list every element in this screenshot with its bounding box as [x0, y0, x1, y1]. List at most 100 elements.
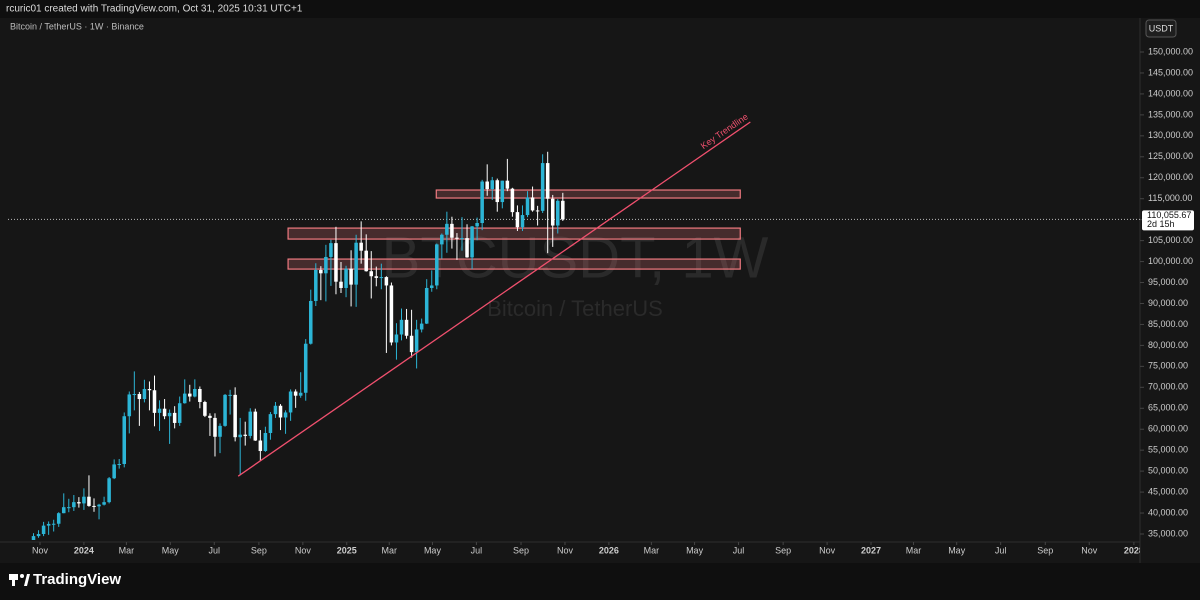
watermark: BTCUSDT, 1W: [382, 225, 769, 290]
logo-mark: [24, 574, 30, 586]
candle-body: [394, 334, 399, 343]
candle-body: [308, 300, 313, 344]
candle-body: [480, 181, 484, 224]
candle-body: [61, 507, 66, 514]
candle-body: [162, 408, 167, 417]
candle-body: [147, 388, 152, 391]
x-axis: Nov 2024 Mar May Jul Sep Nov 2025 Mar May Jul Sep No…: [32, 542, 1140, 555]
y-tick-label: 50,000.00: [1148, 466, 1188, 476]
candle-body: [193, 388, 197, 397]
y-tick-label: 75,000.00: [1148, 361, 1188, 371]
zone: [287, 258, 741, 270]
candle-body: [258, 440, 263, 452]
zone: [435, 189, 741, 199]
candle-body: [112, 464, 116, 479]
candle-body: [182, 393, 187, 404]
candle-body: [465, 238, 469, 258]
x-tick-label: 2024: [74, 545, 94, 555]
candle-body: [213, 417, 217, 437]
candle-body: [379, 277, 384, 279]
y-tick-label: 115,000.00: [1148, 193, 1192, 203]
y-tick-label: 145,000.00: [1148, 67, 1193, 77]
y-tick-label: 130,000.00: [1148, 130, 1193, 140]
y-tick-label: 35,000.00: [1148, 528, 1188, 538]
candle-body: [122, 416, 127, 465]
candle-body: [470, 226, 474, 258]
x-tick-label: Nov: [32, 545, 49, 555]
candle-body: [303, 343, 308, 393]
x-tick-label: Jul: [995, 545, 1007, 555]
candle-body: [445, 223, 449, 235]
y-tick-label: 90,000.00: [1148, 298, 1188, 308]
candle-body: [349, 268, 353, 285]
x-tick-label: 2027: [861, 545, 881, 555]
candle-body: [157, 408, 162, 413]
candle-body: [152, 390, 157, 413]
candle-body: [263, 432, 268, 452]
candle-body: [253, 411, 258, 441]
candle-body: [36, 534, 41, 537]
currency-button[interactable]: [1145, 19, 1177, 38]
y-tick-label: 105,000.00: [1148, 235, 1193, 245]
x-tick-label: 2025: [337, 545, 357, 555]
attribution: rcuric01 created with TradingView.com, O…: [6, 4, 303, 15]
candle-body: [172, 412, 177, 423]
candle-body: [450, 223, 454, 238]
candle-body: [51, 523, 56, 525]
candle-body: [97, 504, 101, 507]
y-tick-label: 70,000.00: [1148, 382, 1188, 392]
logo-text: TradingView: [33, 571, 121, 588]
x-tick-label: Sep: [513, 545, 529, 555]
candle-body: [208, 415, 212, 418]
y-tick-label: 60,000.00: [1148, 424, 1188, 434]
plot: [8, 121, 1140, 540]
candle-body: [339, 281, 343, 288]
y-tick-label: 140,000.00: [1148, 88, 1193, 98]
candle-body: [354, 242, 358, 285]
chart-pane: [0, 18, 1200, 563]
y-tick-label: 45,000.00: [1148, 486, 1188, 496]
candle-body: [530, 197, 535, 211]
currency-label[interactable]: USDT: [1149, 23, 1174, 33]
candle-body: [429, 285, 434, 288]
candle-body: [409, 335, 414, 353]
countdown: 2d 15h: [1147, 219, 1175, 229]
x-tick-label: Mar: [381, 545, 397, 555]
candle-body: [424, 287, 429, 324]
candle-body: [319, 269, 323, 274]
candle-body: [278, 405, 283, 418]
x-tick-label: Sep: [1037, 545, 1053, 555]
candle-body: [520, 215, 525, 228]
candle-body: [87, 496, 91, 506]
y-tick-label: 125,000.00: [1148, 151, 1193, 161]
candle-body: [77, 502, 81, 504]
candle-body: [228, 394, 232, 396]
x-tick-label: Sep: [775, 545, 791, 555]
candle-body: [460, 238, 464, 240]
candle-body: [344, 268, 348, 288]
watermark-subtitle: Bitcoin / TetherUS: [487, 296, 663, 321]
candle-body: [510, 188, 515, 213]
candle-body: [132, 394, 137, 396]
y-tick-label: 65,000.00: [1148, 403, 1188, 413]
logo-mark: [20, 574, 24, 578]
zone: [287, 227, 741, 240]
candle-body: [435, 244, 439, 286]
x-tick-label: May: [162, 545, 180, 555]
candle-body: [389, 285, 394, 343]
x-tick-label: Nov: [1081, 545, 1098, 555]
last-price-tag: [1142, 210, 1194, 231]
candle-body: [440, 234, 444, 245]
candle-body: [314, 269, 318, 301]
x-tick-label: Mar: [119, 545, 135, 555]
candle-body: [223, 394, 227, 426]
logo: TradingView: [9, 571, 121, 588]
candle-body: [495, 180, 500, 203]
candle-body: [364, 250, 368, 272]
candle-body: [359, 242, 363, 251]
x-tick-label: May: [686, 545, 704, 555]
x-tick-label: Nov: [295, 545, 312, 555]
candle-body: [525, 197, 530, 216]
candle-body: [556, 200, 560, 226]
candle-body: [117, 464, 121, 466]
